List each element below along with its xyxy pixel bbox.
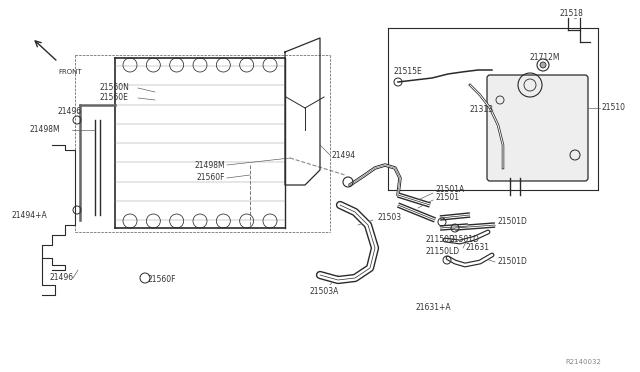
Circle shape — [540, 62, 546, 68]
Text: 21510: 21510 — [602, 103, 626, 112]
Text: 21494: 21494 — [332, 151, 356, 160]
Text: 21560N: 21560N — [100, 83, 130, 93]
Text: 21496: 21496 — [50, 273, 74, 282]
Text: 21498M: 21498M — [195, 160, 225, 170]
Text: FRONT: FRONT — [58, 69, 82, 75]
Text: 21150LD: 21150LD — [425, 247, 459, 257]
Text: 21503A: 21503A — [310, 288, 339, 296]
Text: 21501D: 21501D — [450, 235, 480, 244]
Text: 21631+A: 21631+A — [415, 304, 451, 312]
Text: 21496: 21496 — [57, 108, 81, 116]
Text: 21501: 21501 — [435, 193, 459, 202]
Text: 21494+A: 21494+A — [12, 211, 48, 219]
Text: 21560F: 21560F — [148, 276, 177, 285]
Text: 21515E: 21515E — [394, 67, 423, 77]
Text: 21503: 21503 — [378, 214, 402, 222]
Text: 21501D: 21501D — [498, 257, 528, 266]
Text: 21313: 21313 — [470, 106, 494, 115]
Text: 21501D: 21501D — [498, 218, 528, 227]
Text: 21518: 21518 — [560, 10, 584, 19]
Text: 21498M: 21498M — [30, 125, 61, 135]
Text: 21712M: 21712M — [530, 54, 561, 62]
Text: 21501A: 21501A — [435, 186, 464, 195]
Text: 21150D: 21150D — [425, 235, 455, 244]
Text: 21631: 21631 — [465, 244, 489, 253]
Text: 21560E: 21560E — [100, 93, 129, 103]
Text: 21560F: 21560F — [196, 173, 225, 183]
FancyBboxPatch shape — [487, 75, 588, 181]
Text: R2140032: R2140032 — [565, 359, 601, 365]
